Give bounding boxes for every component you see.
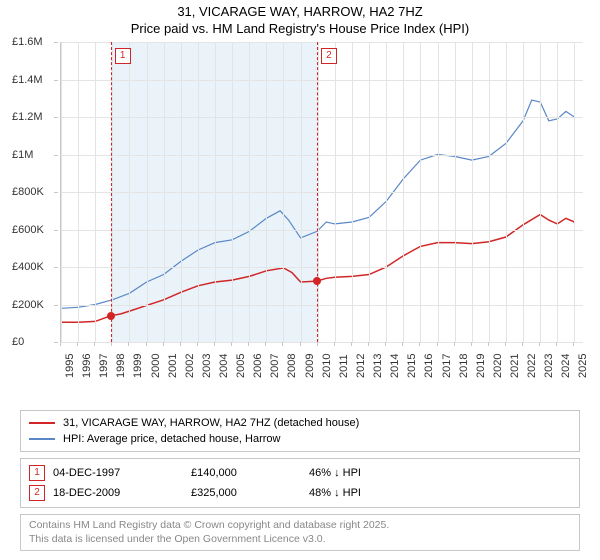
x-axis-label: 2003 (201, 354, 213, 378)
legend-item: 31, VICARAGE WAY, HARROW, HA2 7HZ (detac… (29, 415, 571, 431)
y-axis-label: £1.2M (12, 111, 43, 123)
x-axis-label: 2009 (304, 354, 316, 378)
x-axis-label: 2007 (269, 354, 281, 378)
x-axis-label: 2000 (150, 354, 162, 378)
x-axis-label: 2005 (235, 354, 247, 378)
y-axis-label: £400K (12, 261, 44, 273)
legend-swatch (29, 438, 55, 440)
transaction-price: £140,000 (191, 467, 301, 479)
x-axis-label: 2001 (167, 354, 179, 378)
marker-dot (313, 277, 321, 285)
transaction-row: 1 04-DEC-1997 £140,000 46% ↓ HPI (29, 463, 571, 483)
x-axis-label: 1996 (81, 354, 93, 378)
footer-attribution: Contains HM Land Registry data © Crown c… (20, 514, 580, 551)
footer-line1: Contains HM Land Registry data © Crown c… (29, 519, 571, 533)
x-axis-label: 2018 (458, 354, 470, 378)
x-axis-label: 2015 (406, 354, 418, 378)
x-axis-label: 2021 (509, 354, 521, 378)
marker-index: 2 (321, 48, 337, 64)
x-axis-label: 2023 (543, 354, 555, 378)
transaction-index: 1 (29, 465, 45, 481)
legend-label: 31, VICARAGE WAY, HARROW, HA2 7HZ (detac… (63, 417, 359, 429)
x-axis-label: 2010 (321, 354, 333, 378)
x-axis-label: 2025 (577, 354, 589, 378)
transaction-date: 04-DEC-1997 (53, 467, 183, 479)
footer-line2: This data is licensed under the Open Gov… (29, 533, 571, 547)
legend-item: HPI: Average price, detached house, Harr… (29, 431, 571, 447)
x-axis-label: 1995 (64, 354, 76, 378)
y-axis-label: £600K (12, 224, 44, 236)
transaction-hpi: 46% ↓ HPI (309, 467, 361, 479)
y-axis-label: £800K (12, 186, 44, 198)
x-axis-label: 1998 (115, 354, 127, 378)
x-axis-label: 2019 (475, 354, 487, 378)
y-axis-label: £1M (12, 149, 33, 161)
x-axis-label: 2004 (218, 354, 230, 378)
chart-title-block: 31, VICARAGE WAY, HARROW, HA2 7HZ Price … (0, 0, 600, 36)
y-axis-label: £1.6M (12, 36, 43, 48)
x-axis-label: 2024 (560, 354, 572, 378)
legend-label: HPI: Average price, detached house, Harr… (63, 433, 280, 445)
x-axis-label: 1997 (98, 354, 110, 378)
x-axis-label: 2016 (423, 354, 435, 378)
y-axis-label: £0 (12, 336, 24, 348)
title-line2: Price paid vs. HM Land Registry's House … (0, 21, 600, 36)
y-axis-label: £1.4M (12, 74, 43, 86)
transaction-price: £325,000 (191, 487, 301, 499)
transaction-index: 2 (29, 485, 45, 501)
x-axis-label: 2012 (355, 354, 367, 378)
transactions-table: 1 04-DEC-1997 £140,000 46% ↓ HPI 2 18-DEC-200… (20, 458, 580, 508)
x-axis-label: 2022 (526, 354, 538, 378)
x-axis-label: 2006 (252, 354, 264, 378)
x-axis-label: 2002 (184, 354, 196, 378)
y-axis-label: £200K (12, 299, 44, 311)
x-axis-label: 2014 (389, 354, 401, 378)
marker-index: 1 (115, 48, 131, 64)
transaction-row: 2 18-DEC-2009 £325,000 48% ↓ HPI (29, 483, 571, 503)
x-axis-label: 2008 (286, 354, 298, 378)
x-axis-label: 2011 (338, 354, 350, 378)
x-axis-label: 2013 (372, 354, 384, 378)
legend: 31, VICARAGE WAY, HARROW, HA2 7HZ (detac… (20, 410, 580, 452)
x-axis-label: 2020 (492, 354, 504, 378)
x-axis-label: 2017 (441, 354, 453, 378)
x-axis-label: 1999 (132, 354, 144, 378)
title-line1: 31, VICARAGE WAY, HARROW, HA2 7HZ (0, 4, 600, 19)
marker-dot (107, 312, 115, 320)
transaction-hpi: 48% ↓ HPI (309, 487, 361, 499)
chart-area: 12 £0£200K£400K£600K£800K£1M£1.2M£1.4M£1… (10, 42, 590, 382)
transaction-date: 18-DEC-2009 (53, 487, 183, 499)
plot-area: 12 (60, 42, 583, 343)
legend-swatch (29, 422, 55, 424)
